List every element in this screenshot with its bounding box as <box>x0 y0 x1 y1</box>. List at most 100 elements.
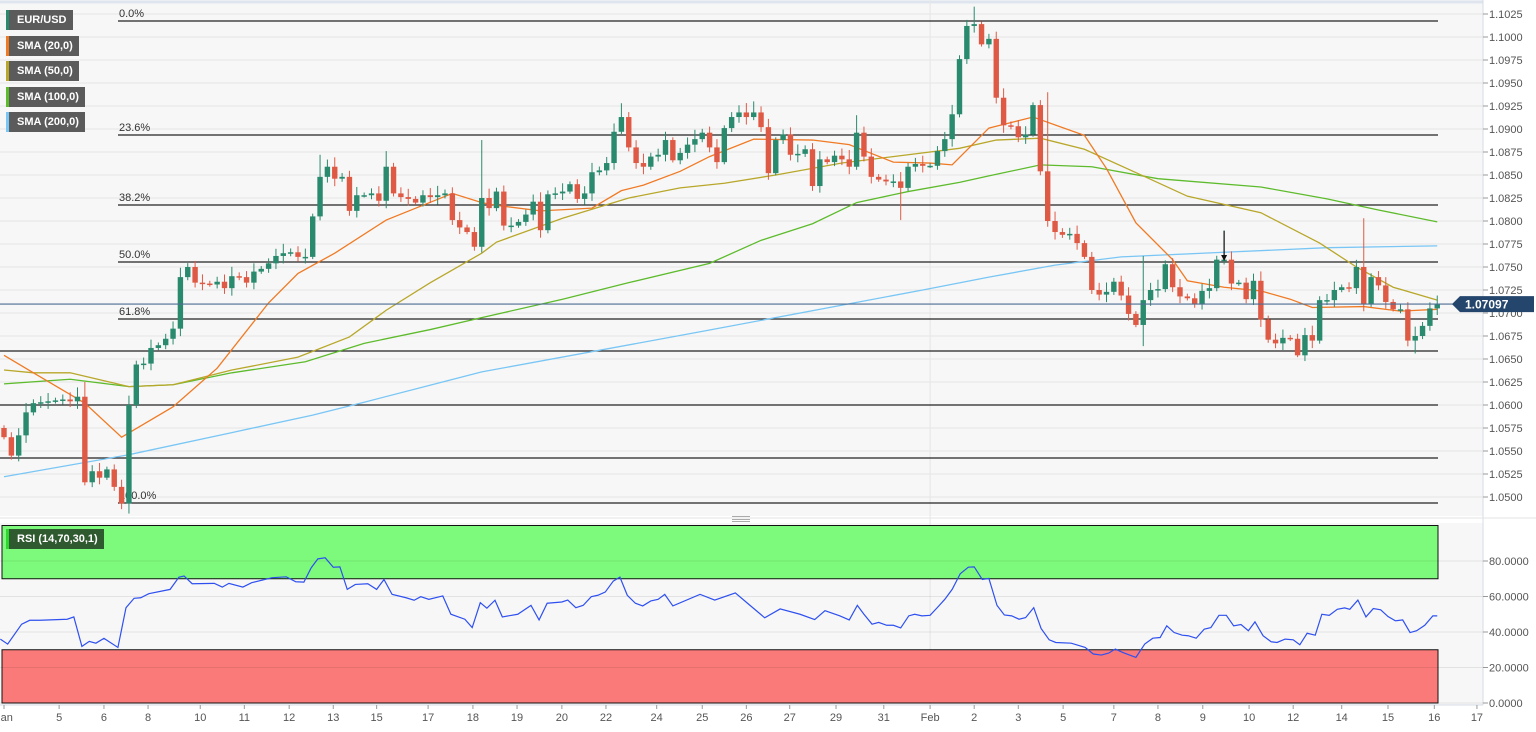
candle <box>743 103 750 125</box>
candle-body <box>670 140 676 161</box>
candle-body <box>155 345 162 348</box>
candle-body <box>1037 105 1044 172</box>
candle-body <box>677 152 683 161</box>
candle-body <box>427 195 433 198</box>
candle-body <box>559 191 566 194</box>
candle <box>1155 279 1161 298</box>
candle-body <box>464 227 470 233</box>
candle <box>52 397 59 404</box>
candle <box>1103 282 1110 303</box>
candle <box>449 187 456 225</box>
candle-body <box>1243 282 1249 300</box>
candle <box>787 127 794 161</box>
candle <box>1081 240 1088 260</box>
candle <box>1111 277 1117 295</box>
candle-body <box>104 469 110 478</box>
candle <box>949 104 955 147</box>
candle <box>956 55 963 118</box>
candle <box>1045 92 1051 227</box>
candle-body <box>1375 277 1382 286</box>
legend-rsi[interactable]: RSI (14,70,30,1) <box>6 529 104 549</box>
candle-body <box>1258 280 1264 320</box>
candle-body <box>545 194 551 231</box>
candle <box>552 187 558 200</box>
candle-body <box>1022 134 1029 138</box>
candle-body <box>1089 256 1095 290</box>
time-tick-label: Jan <box>0 712 13 724</box>
candle <box>523 209 529 226</box>
candle <box>111 464 117 491</box>
candle-body <box>508 225 514 228</box>
time-tick-label: 10 <box>1243 712 1255 724</box>
candle <box>324 159 331 183</box>
candle-body <box>611 131 617 164</box>
legend-sma200[interactable]: SMA (200,0) <box>6 112 85 132</box>
candle <box>677 147 683 165</box>
time-tick-label: 2 <box>971 712 977 724</box>
legend-sma100[interactable]: SMA (100,0) <box>6 87 85 107</box>
pane-resize-handle[interactable] <box>732 516 750 522</box>
candle <box>501 185 507 231</box>
rsi-overbought-zone <box>1 525 1439 580</box>
legend-sma50[interactable]: SMA (50,0) <box>6 61 79 81</box>
candle-body <box>964 25 970 60</box>
sma200-line <box>3 245 1438 478</box>
candle <box>243 271 250 288</box>
candle-body <box>993 38 999 98</box>
candle <box>559 183 566 201</box>
candle-body <box>978 24 985 45</box>
candle <box>133 360 139 409</box>
candle <box>1000 88 1007 133</box>
candle <box>229 266 235 296</box>
candle-body <box>861 132 867 157</box>
candle <box>1361 218 1367 312</box>
candle-body <box>170 328 176 339</box>
candle <box>1339 284 1345 293</box>
candle-body <box>1184 296 1191 299</box>
candle-body <box>743 112 750 118</box>
candle-body <box>265 263 272 269</box>
candle-body <box>809 149 816 187</box>
candle-body <box>1361 267 1367 304</box>
candle-body <box>581 193 588 199</box>
candle <box>831 150 838 167</box>
candle <box>515 219 522 228</box>
candle <box>853 115 860 170</box>
candle-body <box>1236 282 1242 285</box>
candle <box>802 145 808 157</box>
candle-body <box>251 271 257 283</box>
candle-body <box>1339 287 1345 290</box>
candle <box>383 151 389 209</box>
candle <box>927 163 933 169</box>
candle-body <box>515 221 522 226</box>
candle <box>728 112 735 133</box>
candle-body <box>412 198 419 203</box>
candle <box>265 258 272 273</box>
candle-body <box>376 193 382 201</box>
candle <box>317 154 323 221</box>
candle-body <box>1316 300 1323 341</box>
candle-body <box>802 149 808 154</box>
legend-symbol[interactable]: EUR/USD <box>6 10 73 30</box>
candle-body <box>148 347 154 364</box>
candle <box>1133 311 1139 328</box>
time-tick-label: 9 <box>1200 712 1206 724</box>
time-tick-label: 17 <box>1471 712 1483 724</box>
candle <box>221 274 228 294</box>
candle <box>670 137 676 163</box>
candle-body <box>949 114 955 140</box>
candle <box>1177 278 1183 304</box>
time-tick-label: 26 <box>740 712 752 724</box>
legend-sma20[interactable]: SMA (20,0) <box>6 36 79 56</box>
candle <box>1022 126 1029 144</box>
time-tick-label: 12 <box>1287 712 1299 724</box>
candle-body <box>758 112 764 128</box>
candle-body <box>787 134 794 155</box>
candle <box>177 267 184 337</box>
candle-body <box>111 469 117 487</box>
candle <box>942 131 948 157</box>
candle <box>986 33 992 49</box>
candle-body <box>537 201 544 231</box>
candle <box>567 181 573 194</box>
